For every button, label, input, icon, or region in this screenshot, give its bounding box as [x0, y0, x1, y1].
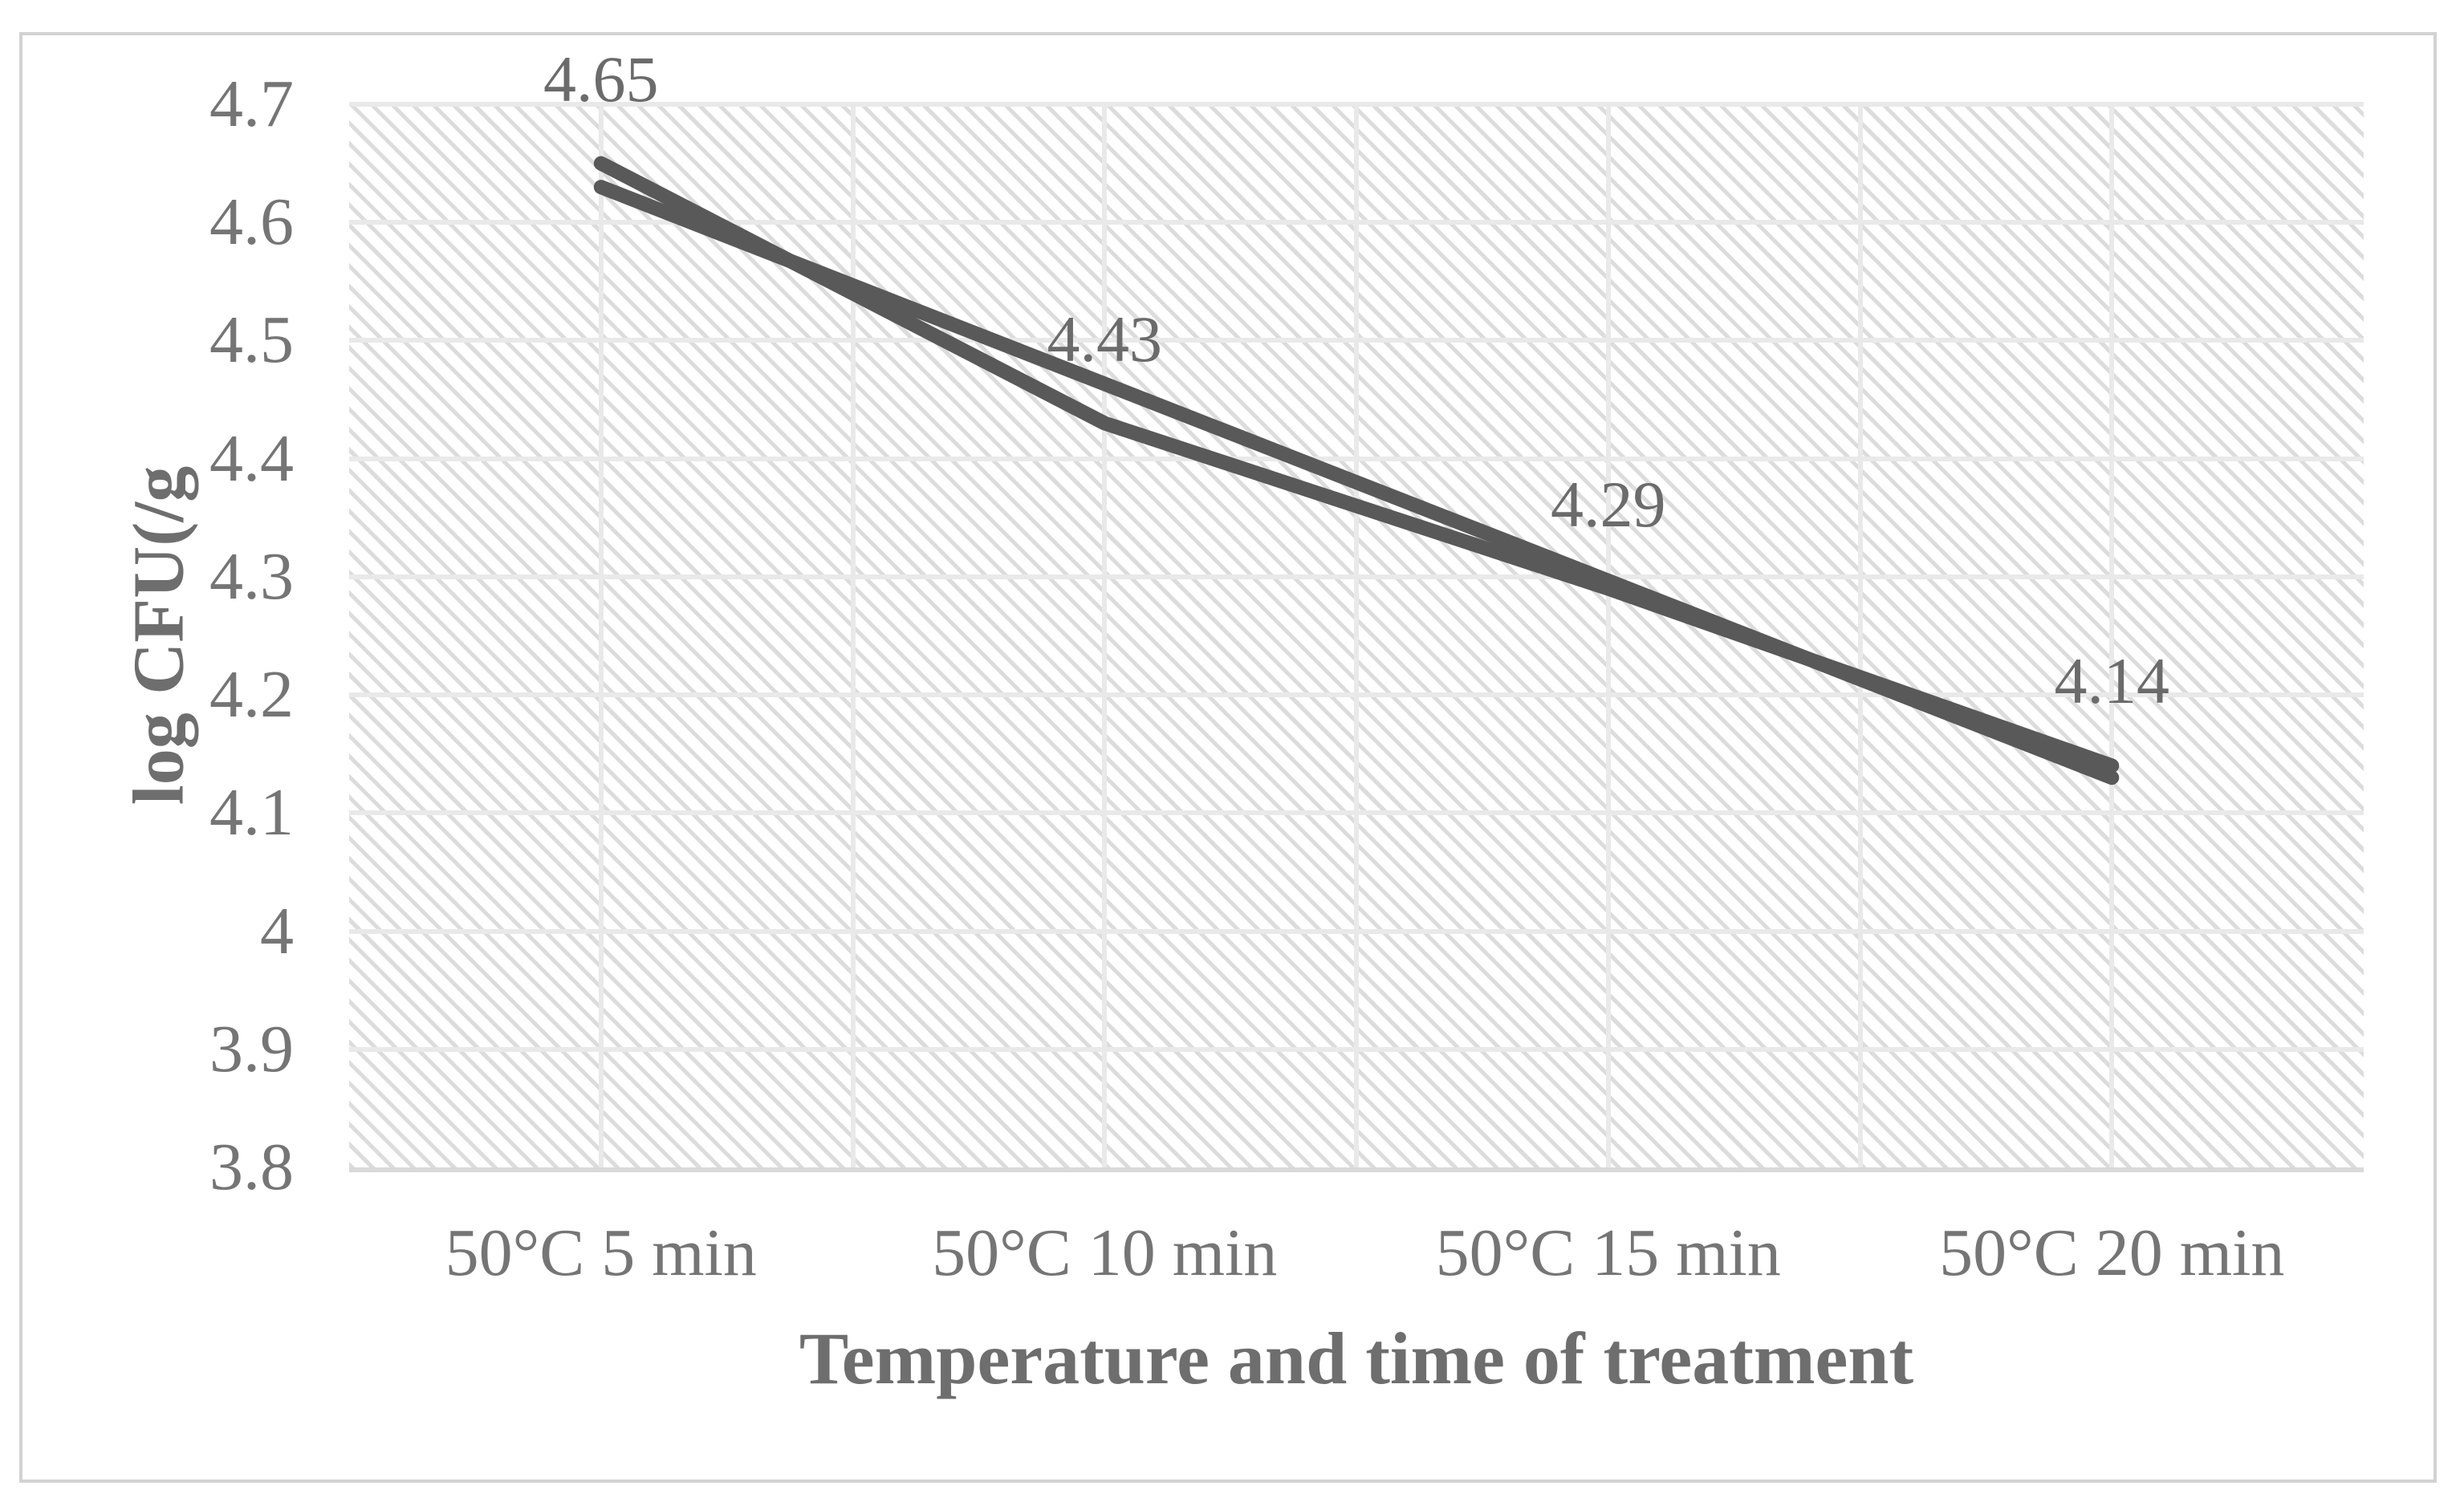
x-tick-label: 50°C 10 min: [932, 1216, 1278, 1290]
x-axis-line: [349, 1167, 2364, 1172]
data-label: 4.43: [1047, 302, 1163, 375]
vertical-gridline: [1857, 104, 1863, 1167]
trendline: [593, 180, 2120, 785]
vertical-gridline: [598, 104, 604, 1167]
vertical-gridline: [2109, 104, 2115, 1167]
data-label: 4.14: [2054, 644, 2170, 718]
y-tick-label: 4.3: [209, 538, 294, 614]
y-tick-label: 4.4: [209, 420, 294, 496]
data-label: 4.65: [543, 42, 659, 116]
vertical-gridline: [850, 104, 856, 1167]
y-tick-label: 4: [260, 893, 294, 968]
y-tick-label: 4.7: [209, 67, 294, 141]
plot-area: [349, 102, 2364, 1167]
y-tick-label: 3.9: [209, 1011, 294, 1086]
x-axis-title: Temperature and time of treatment: [799, 1317, 1914, 1399]
series-line: [593, 156, 2120, 773]
vertical-gridline: [1102, 104, 1108, 1167]
data-label: 4.29: [1551, 467, 1666, 541]
y-tick-label: 3.8: [209, 1130, 294, 1204]
y-tick-label: 4.5: [209, 302, 294, 378]
y-tick-label: 4.2: [209, 657, 294, 733]
y-tick-label: 4.6: [209, 185, 294, 260]
y-tick-label: 4.1: [209, 775, 294, 850]
x-tick-label: 50°C 15 min: [1435, 1216, 1781, 1290]
vertical-gridline: [1354, 104, 1359, 1167]
vertical-gridline: [1605, 104, 1611, 1167]
x-tick-label: 50°C 20 min: [1939, 1216, 2285, 1290]
x-tick-label: 50°C 5 min: [445, 1216, 757, 1290]
